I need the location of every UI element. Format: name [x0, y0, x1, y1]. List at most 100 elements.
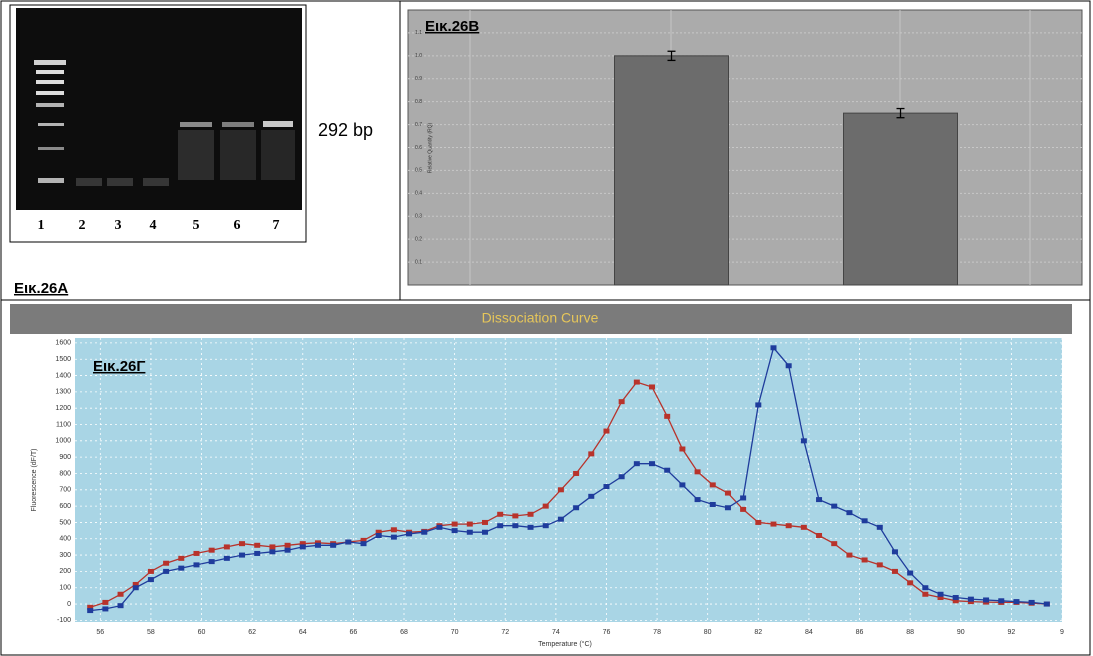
series-marker	[740, 506, 747, 512]
series-marker	[785, 363, 792, 369]
y-tick-label: 1400	[55, 372, 71, 379]
series-marker	[87, 604, 94, 610]
series-marker	[618, 399, 625, 405]
series-marker	[314, 542, 321, 548]
series-marker	[178, 555, 185, 561]
series-marker	[679, 446, 686, 452]
x-tick-label: 88	[906, 629, 914, 636]
series-marker	[466, 521, 473, 527]
error-bar	[667, 50, 676, 62]
series-marker	[573, 470, 580, 476]
y-tick-label: -100	[57, 617, 71, 624]
x-tick-label: 72	[501, 629, 509, 636]
y-tick-label: 900	[59, 454, 71, 461]
y-tick-label: 0.9	[415, 76, 422, 82]
x-tick-label: 76	[603, 629, 611, 636]
series-marker	[284, 547, 291, 553]
series-marker	[557, 516, 564, 522]
x-tick-label: 9	[1060, 629, 1064, 636]
series-marker	[299, 544, 306, 550]
y-tick-label: 200	[59, 568, 71, 575]
series-marker	[724, 490, 731, 496]
x-tick-label: 62	[248, 629, 256, 636]
series-marker	[223, 555, 230, 561]
y-tick-label: 0.1	[415, 259, 422, 265]
gel-image	[16, 8, 302, 210]
series-marker	[254, 550, 261, 556]
series-marker	[163, 560, 170, 566]
series-marker	[816, 497, 823, 503]
panel-label: Εικ.26Γ	[93, 358, 145, 375]
series-marker	[239, 552, 246, 558]
series-marker	[466, 529, 473, 535]
x-tick-label: 58	[147, 629, 155, 636]
y-tick-label: 0	[67, 601, 71, 608]
y-axis-label: Fluorescence (dF/T)	[31, 448, 38, 511]
series-marker	[649, 461, 656, 467]
series-marker	[755, 402, 762, 408]
series-marker	[542, 503, 549, 509]
series-marker	[132, 581, 139, 587]
series-marker	[952, 595, 959, 601]
y-tick-label: 300	[59, 552, 71, 559]
x-tick-label: 66	[349, 629, 357, 636]
series-marker	[998, 598, 1005, 604]
series-marker	[937, 591, 944, 597]
series-marker	[360, 537, 367, 543]
series-marker	[147, 577, 154, 583]
series-marker	[937, 595, 944, 601]
y-axis-label: Relative Quantity (RQ)	[427, 123, 433, 174]
series-marker	[603, 484, 610, 490]
gel-bands	[34, 60, 295, 186]
y-tick-label: 0.3	[415, 214, 422, 220]
bar	[614, 55, 729, 286]
series-marker	[147, 568, 154, 574]
series-marker	[269, 544, 276, 550]
series-marker	[618, 474, 625, 480]
series-marker	[208, 547, 215, 553]
y-tick-label: 500	[59, 519, 71, 526]
series-marker	[709, 501, 716, 507]
series-marker	[588, 493, 595, 499]
series-marker	[223, 544, 230, 550]
x-tick-label: 92	[1007, 629, 1015, 636]
series-marker	[967, 596, 974, 602]
y-tick-label: 100	[59, 585, 71, 592]
y-tick-label: 1600	[55, 340, 71, 347]
x-tick-label: 78	[653, 629, 661, 636]
panel-label: Εικ.26Α	[14, 280, 68, 297]
series-marker	[983, 597, 990, 603]
x-tick-label: 74	[552, 629, 560, 636]
y-tick-label: 0.5	[415, 168, 422, 174]
series-marker	[527, 524, 534, 530]
series-marker	[299, 541, 306, 547]
series-marker	[724, 505, 731, 511]
series-marker	[360, 541, 367, 547]
y-tick-label: 1200	[55, 405, 71, 412]
series-marker	[375, 532, 382, 538]
lane-label: 1	[38, 218, 45, 233]
line-plot-area	[75, 338, 1062, 622]
series-marker	[102, 599, 109, 605]
y-tick-label: 0.2	[415, 236, 422, 242]
series-marker	[481, 529, 488, 535]
x-tick-label: 82	[754, 629, 762, 636]
lane-label: 2	[79, 218, 86, 233]
x-axis-label: Temperature (°C)	[538, 640, 592, 648]
series-marker	[876, 524, 883, 530]
series-marker	[709, 482, 716, 488]
y-tick-label: 1300	[55, 389, 71, 396]
x-tick-label: 60	[198, 629, 206, 636]
series-marker	[922, 591, 929, 597]
series-marker	[497, 523, 504, 529]
series-marker	[1028, 599, 1035, 605]
x-tick-label: 68	[400, 629, 408, 636]
series-marker	[132, 585, 139, 591]
series-marker	[876, 562, 883, 568]
series-marker	[755, 519, 762, 525]
series-marker	[269, 549, 276, 555]
series-marker	[664, 413, 671, 419]
series-marker	[846, 552, 853, 558]
series-marker	[891, 549, 898, 555]
error-bar	[896, 107, 905, 119]
